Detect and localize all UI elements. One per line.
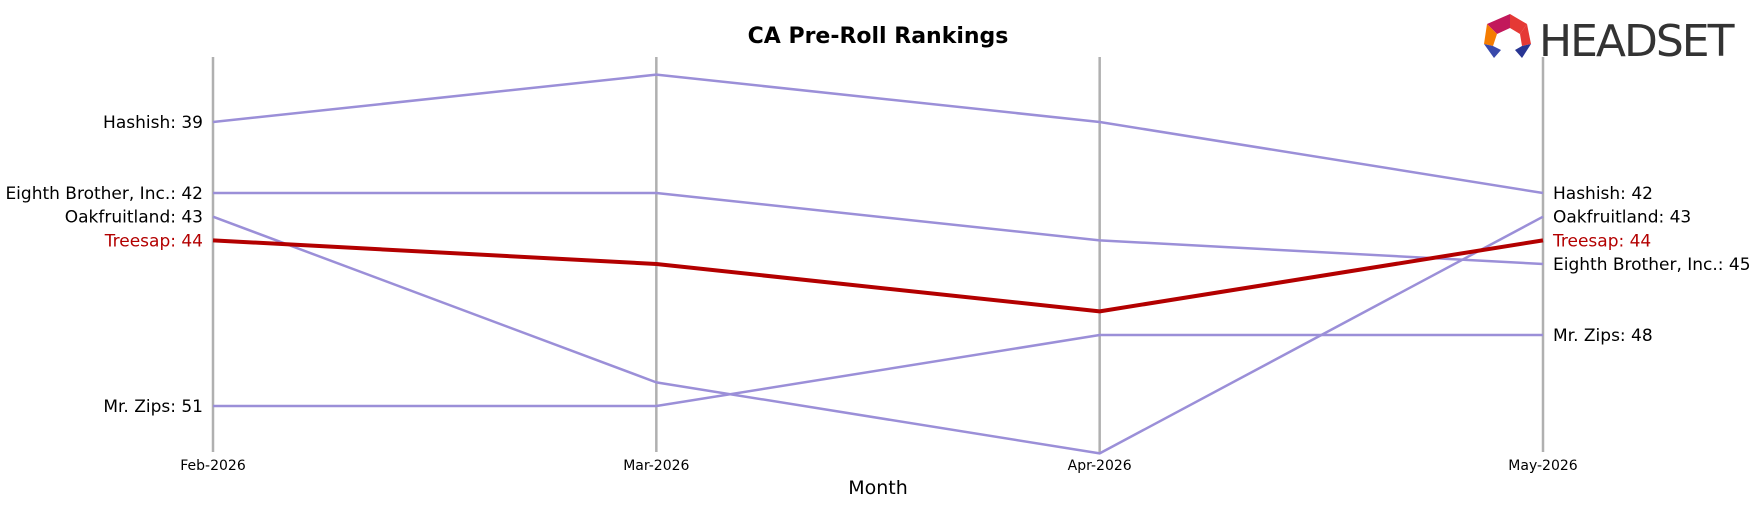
end-label: Mr. Zips: 48 [1553,326,1653,346]
headset-logo: HEADSET [1484,14,1737,67]
end-label: Hashish: 42 [1553,184,1653,204]
start-labels: Hashish: 39 Eighth Brother, Inc.: 42 Oakfr… [5,113,203,417]
x-axis-label: Month [848,477,908,499]
end-label: Eighth Brother, Inc.: 45 [1553,255,1751,275]
x-tick-label: Mar-2026 [623,458,689,474]
series-lines [212,73,1544,455]
series-line-hashish [212,73,1544,195]
start-label: Mr. Zips: 51 [103,397,203,417]
start-label: Treesap: 44 [104,231,203,251]
x-tick-label: Apr-2026 [1068,458,1132,474]
chart-title: CA Pre-Roll Rankings [748,24,1009,49]
end-labels: Hashish: 42 Oakfruitland: 43 Treesap: 44 Ei… [1552,184,1751,346]
headset-logo-text: HEADSET [1539,16,1735,67]
x-tick-labels: Feb-2026 Mar-2026 Apr-2026 May-2026 [180,458,1578,474]
start-label: Eighth Brother, Inc.: 42 [5,184,203,204]
x-tick-label: Feb-2026 [180,458,246,474]
start-label: Hashish: 39 [103,113,203,133]
start-label: Oakfruitland: 43 [65,208,203,228]
end-label: Treesap: 44 [1552,231,1651,251]
x-tick-label: May-2026 [1508,458,1577,474]
series-line-mr-zips [213,333,1543,408]
end-label: Oakfruitland: 43 [1553,208,1691,228]
series-line-treesap [212,238,1544,314]
headset-logo-icon [1484,14,1531,58]
series-line-eighth-brother-inc [213,191,1544,266]
